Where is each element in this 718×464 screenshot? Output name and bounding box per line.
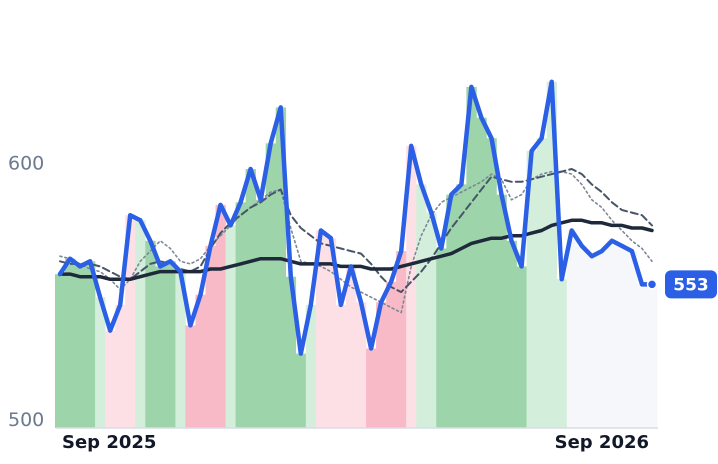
regime-band [305, 304, 317, 428]
regime-band [205, 245, 216, 428]
regime-band [175, 271, 186, 428]
regime-band [606, 240, 618, 428]
regime-band [275, 107, 287, 429]
regime-band [446, 194, 457, 428]
regime-band [366, 348, 377, 428]
regime-band [85, 261, 96, 428]
regime-band [406, 145, 417, 428]
regime-band [476, 117, 487, 429]
regime-band [626, 251, 638, 428]
series-line [57, 79, 655, 356]
regime-band [145, 240, 156, 428]
regime-band [125, 215, 136, 428]
series-line [59, 168, 653, 294]
regime-band [215, 204, 226, 428]
regime-band [165, 261, 176, 428]
regime-band [616, 245, 628, 428]
regime-band [496, 194, 507, 428]
last-point [646, 279, 658, 290]
regime-band [386, 281, 397, 428]
regime-band [536, 138, 547, 428]
regime-band [225, 225, 236, 428]
regime-band [486, 138, 497, 428]
regime-band [546, 81, 557, 428]
regime-band [416, 184, 427, 428]
regime-band [155, 266, 166, 428]
regime-band [105, 330, 116, 428]
regime-band [516, 266, 527, 428]
y-tick-label: 500 [8, 409, 44, 431]
x-tick-label: Sep 2025 [62, 432, 156, 453]
regime-band [285, 276, 297, 428]
regime-band [646, 284, 658, 428]
regime-band [95, 297, 106, 428]
regime-band [195, 294, 206, 428]
regime-band [566, 230, 578, 428]
regime-band [345, 266, 357, 428]
series-line [58, 218, 654, 282]
regime-band [586, 256, 598, 428]
regime-band [426, 212, 437, 428]
regime-band [315, 230, 327, 428]
regime-band [456, 184, 467, 428]
last-value-badge [665, 270, 717, 299]
regime-band [65, 258, 76, 428]
regime-band [75, 266, 86, 428]
regime-band [576, 245, 588, 428]
regime-band [255, 199, 266, 428]
regime-band [245, 168, 256, 428]
regime-band [335, 304, 347, 428]
regime-band [396, 251, 407, 428]
last-value-label: 553 [673, 275, 709, 295]
regime-band [295, 353, 307, 428]
regime-band [265, 143, 277, 429]
x-tick-label: Sep 2026 [555, 432, 649, 453]
regime-band [466, 86, 477, 428]
regime-band [115, 304, 126, 428]
regime-band [135, 220, 146, 428]
regime-band [526, 151, 537, 428]
regime-band [356, 302, 367, 428]
regime-band [506, 240, 517, 428]
regime-band [636, 284, 648, 428]
regime-band [556, 279, 568, 428]
regime-band [54, 274, 66, 428]
regime-band [376, 302, 387, 428]
regime-band [596, 251, 608, 428]
regime-band [235, 202, 246, 428]
regime-band [325, 238, 337, 428]
regime-band [185, 325, 196, 428]
y-tick-label: 600 [8, 152, 44, 174]
regime-band [436, 248, 447, 428]
